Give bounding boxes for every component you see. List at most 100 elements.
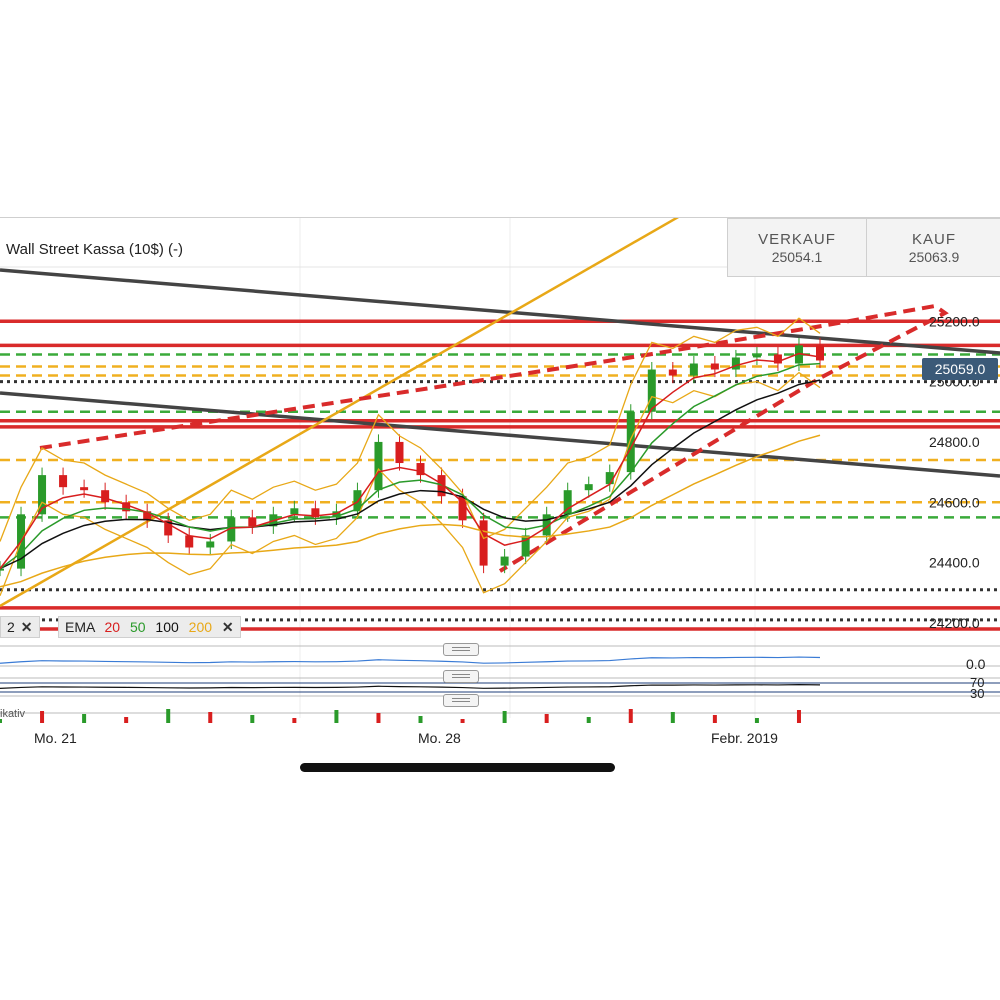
- volume-bar: [166, 709, 171, 723]
- volume-bar: [82, 714, 87, 723]
- macd-line: [0, 656, 821, 664]
- y-tick-label: 24600.0: [929, 494, 980, 510]
- volume-bar: [0, 719, 2, 723]
- volume-bar: [502, 711, 507, 723]
- ema100-line: [0, 379, 821, 570]
- candle-body: [185, 535, 194, 548]
- volume-bar: [418, 716, 423, 723]
- volume-bar: [40, 711, 45, 723]
- buy-button[interactable]: KAUF 25063.9: [866, 218, 1000, 277]
- ema50-line: [0, 362, 821, 570]
- candle-body: [101, 490, 110, 503]
- macd-zero-label: 0.0: [966, 656, 986, 672]
- volume-bar: [754, 718, 759, 723]
- volume-bar: [334, 710, 339, 723]
- ema100-label: 100: [155, 619, 179, 635]
- ema200-line: [0, 434, 821, 588]
- bollinger-upper: [0, 317, 821, 542]
- price-chart-canvas[interactable]: 25200.025000.024800.024600.024400.024200…: [0, 218, 1000, 753]
- candle-body: [458, 496, 467, 521]
- ema20-line: [0, 352, 821, 570]
- candle-body: [563, 490, 572, 515]
- current-price-tag: 25059.0: [922, 358, 998, 380]
- y-tick-label: 24400.0: [929, 555, 980, 571]
- candle-body: [416, 463, 425, 476]
- bollinger-legend-label: 2: [7, 619, 15, 635]
- ema-legend-label: EMA: [65, 619, 95, 635]
- x-tick-label: Febr. 2019: [711, 730, 778, 746]
- sell-price: 25054.1: [771, 249, 823, 265]
- candle-body: [437, 475, 446, 497]
- bollinger-close-icon[interactable]: ✕: [20, 619, 33, 635]
- home-indicator[interactable]: [300, 763, 615, 772]
- candle-body: [59, 475, 68, 488]
- volume-bar: [586, 717, 591, 723]
- candle-body: [752, 354, 761, 358]
- candle-body: [0, 568, 4, 571]
- instrument-title: Wall Street Kassa (10$) (-): [6, 241, 183, 258]
- candle-body: [227, 517, 236, 542]
- volume-bar: [124, 717, 129, 723]
- volume-bar: [712, 715, 717, 723]
- trendline-lower: [0, 391, 1000, 478]
- volume-bar: [796, 710, 801, 723]
- x-tick-label: Mo. 21: [34, 730, 77, 746]
- volume-bar: [628, 709, 633, 723]
- candle-body: [794, 345, 803, 364]
- candle-body: [311, 508, 320, 518]
- volume-bar: [544, 714, 549, 723]
- candle-body: [816, 345, 824, 361]
- x-tick-label: Mo. 28: [418, 730, 461, 746]
- candle-body: [668, 369, 677, 376]
- rsi-lower-label: 30: [970, 686, 985, 701]
- candle-body: [290, 508, 299, 515]
- candle-body: [500, 556, 509, 566]
- rsi-line: [0, 684, 821, 689]
- sell-label: VERKAUF: [758, 231, 836, 248]
- sell-button[interactable]: VERKAUF 25054.1: [727, 218, 867, 277]
- candle-body: [80, 487, 89, 491]
- ema-legend[interactable]: EMA 20 50 100 200 ✕: [58, 616, 241, 638]
- candle-body: [143, 511, 152, 521]
- chart-panel[interactable]: 25200.0 25000.0 24800.0 24600.0 24400.0 24200…: [0, 217, 1000, 753]
- volume-bar: [376, 713, 381, 723]
- candle-body: [248, 517, 257, 527]
- candle-body: [374, 441, 383, 491]
- candle-body: [605, 472, 614, 485]
- candle-body: [122, 502, 131, 512]
- candle-body: [584, 484, 593, 491]
- volume-panel-label: ikativ: [0, 708, 26, 720]
- bollinger-lower: [0, 371, 821, 597]
- candle-body: [164, 520, 173, 536]
- ema20-label: 20: [104, 619, 121, 635]
- candle-body: [206, 541, 215, 548]
- buy-price: 25063.9: [908, 249, 960, 265]
- ema50-label: 50: [129, 619, 146, 635]
- volume-bar: [292, 718, 297, 723]
- bollinger-legend[interactable]: 2 ✕: [0, 616, 40, 638]
- candle-body: [647, 369, 656, 412]
- ema200-label: 200: [188, 619, 213, 635]
- y-tick-label: 24200.0: [929, 615, 980, 631]
- candle-body: [38, 475, 47, 515]
- candle-body: [395, 441, 404, 464]
- candle-body: [689, 363, 698, 376]
- candle-body: [731, 357, 740, 370]
- candle-body: [773, 354, 782, 364]
- candle-body: [626, 411, 635, 473]
- dashed-channel: [39, 303, 949, 573]
- rsi-upper-label: 70: [970, 675, 985, 690]
- y-tick-label: 24800.0: [929, 434, 980, 450]
- panel-resize-handle-1[interactable]: [443, 643, 479, 656]
- volume-bar: [208, 712, 213, 723]
- volume-bar: [460, 719, 465, 723]
- ema-close-icon[interactable]: ✕: [221, 619, 234, 635]
- trendline-upper: [0, 268, 1000, 355]
- panel-resize-handle-3[interactable]: [443, 694, 479, 707]
- volume-bar: [670, 712, 675, 723]
- buy-label: KAUF: [911, 231, 956, 248]
- panel-resize-handle-2[interactable]: [443, 670, 479, 683]
- trendline-orange: [0, 218, 680, 608]
- candle-body: [521, 535, 530, 557]
- volume-bar: [250, 715, 255, 723]
